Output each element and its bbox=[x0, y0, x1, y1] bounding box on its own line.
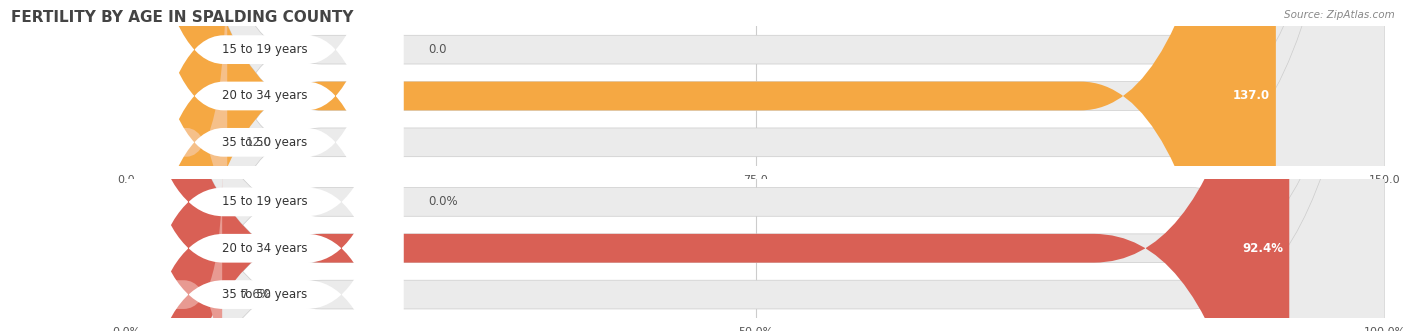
Text: 0.0: 0.0 bbox=[429, 43, 447, 56]
Text: 20 to 34 years: 20 to 34 years bbox=[222, 242, 308, 255]
Text: 0.0%: 0.0% bbox=[429, 195, 458, 209]
Text: 35 to 50 years: 35 to 50 years bbox=[222, 288, 308, 301]
Text: 35 to 50 years: 35 to 50 years bbox=[222, 136, 308, 149]
FancyBboxPatch shape bbox=[127, 0, 1275, 331]
FancyBboxPatch shape bbox=[127, 0, 1385, 331]
Text: FERTILITY BY AGE IN SPALDING COUNTY: FERTILITY BY AGE IN SPALDING COUNTY bbox=[11, 10, 354, 25]
FancyBboxPatch shape bbox=[127, 0, 1385, 331]
FancyBboxPatch shape bbox=[127, 0, 228, 331]
FancyBboxPatch shape bbox=[127, 0, 1385, 331]
FancyBboxPatch shape bbox=[127, 0, 1385, 331]
FancyBboxPatch shape bbox=[127, 0, 404, 331]
FancyBboxPatch shape bbox=[127, 0, 404, 331]
Text: Source: ZipAtlas.com: Source: ZipAtlas.com bbox=[1284, 10, 1395, 20]
Text: 20 to 34 years: 20 to 34 years bbox=[222, 89, 308, 103]
Text: 15 to 19 years: 15 to 19 years bbox=[222, 195, 308, 209]
FancyBboxPatch shape bbox=[127, 0, 1385, 331]
Text: 137.0: 137.0 bbox=[1233, 89, 1270, 103]
FancyBboxPatch shape bbox=[127, 0, 404, 331]
Text: 7.6%: 7.6% bbox=[240, 288, 271, 301]
FancyBboxPatch shape bbox=[127, 0, 404, 331]
Text: 15 to 19 years: 15 to 19 years bbox=[222, 43, 308, 56]
FancyBboxPatch shape bbox=[127, 0, 1289, 331]
Text: 92.4%: 92.4% bbox=[1241, 242, 1284, 255]
FancyBboxPatch shape bbox=[127, 0, 404, 331]
FancyBboxPatch shape bbox=[127, 168, 222, 331]
FancyBboxPatch shape bbox=[127, 0, 1385, 331]
Text: 12.0: 12.0 bbox=[246, 136, 273, 149]
FancyBboxPatch shape bbox=[127, 0, 404, 331]
